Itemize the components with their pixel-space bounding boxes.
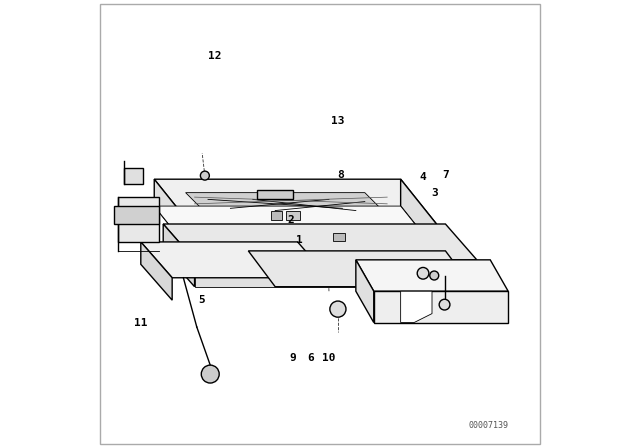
Polygon shape: [186, 193, 392, 220]
Polygon shape: [195, 260, 445, 287]
Polygon shape: [163, 224, 477, 260]
Text: 11: 11: [134, 318, 148, 327]
Circle shape: [200, 171, 209, 180]
Circle shape: [201, 365, 219, 383]
Text: 00007139: 00007139: [468, 421, 508, 430]
Text: 9: 9: [290, 353, 296, 363]
Text: 1: 1: [296, 235, 303, 245]
Polygon shape: [271, 211, 282, 220]
Circle shape: [430, 271, 439, 280]
Text: 7: 7: [442, 170, 449, 180]
Polygon shape: [154, 179, 436, 224]
Polygon shape: [333, 233, 345, 241]
Text: 4: 4: [420, 172, 426, 182]
Polygon shape: [287, 211, 300, 220]
Polygon shape: [374, 291, 508, 323]
Text: 8: 8: [337, 170, 344, 180]
Polygon shape: [401, 179, 436, 251]
Text: 5: 5: [198, 295, 205, 305]
Text: 6: 6: [308, 353, 314, 363]
Polygon shape: [356, 260, 374, 323]
Polygon shape: [141, 242, 329, 278]
Circle shape: [439, 299, 450, 310]
Circle shape: [330, 301, 346, 317]
Text: 2: 2: [287, 215, 294, 224]
Polygon shape: [118, 197, 159, 242]
Polygon shape: [248, 251, 472, 287]
Text: 12: 12: [208, 51, 221, 61]
Text: 3: 3: [431, 188, 438, 198]
Polygon shape: [401, 291, 432, 323]
Polygon shape: [154, 179, 190, 251]
Polygon shape: [163, 224, 195, 287]
Polygon shape: [356, 260, 508, 291]
Text: 10: 10: [322, 353, 336, 363]
Polygon shape: [257, 190, 293, 199]
Polygon shape: [114, 206, 159, 224]
Polygon shape: [141, 242, 172, 300]
Polygon shape: [124, 168, 143, 184]
Circle shape: [417, 267, 429, 279]
Polygon shape: [154, 206, 436, 251]
Text: 13: 13: [331, 116, 345, 126]
